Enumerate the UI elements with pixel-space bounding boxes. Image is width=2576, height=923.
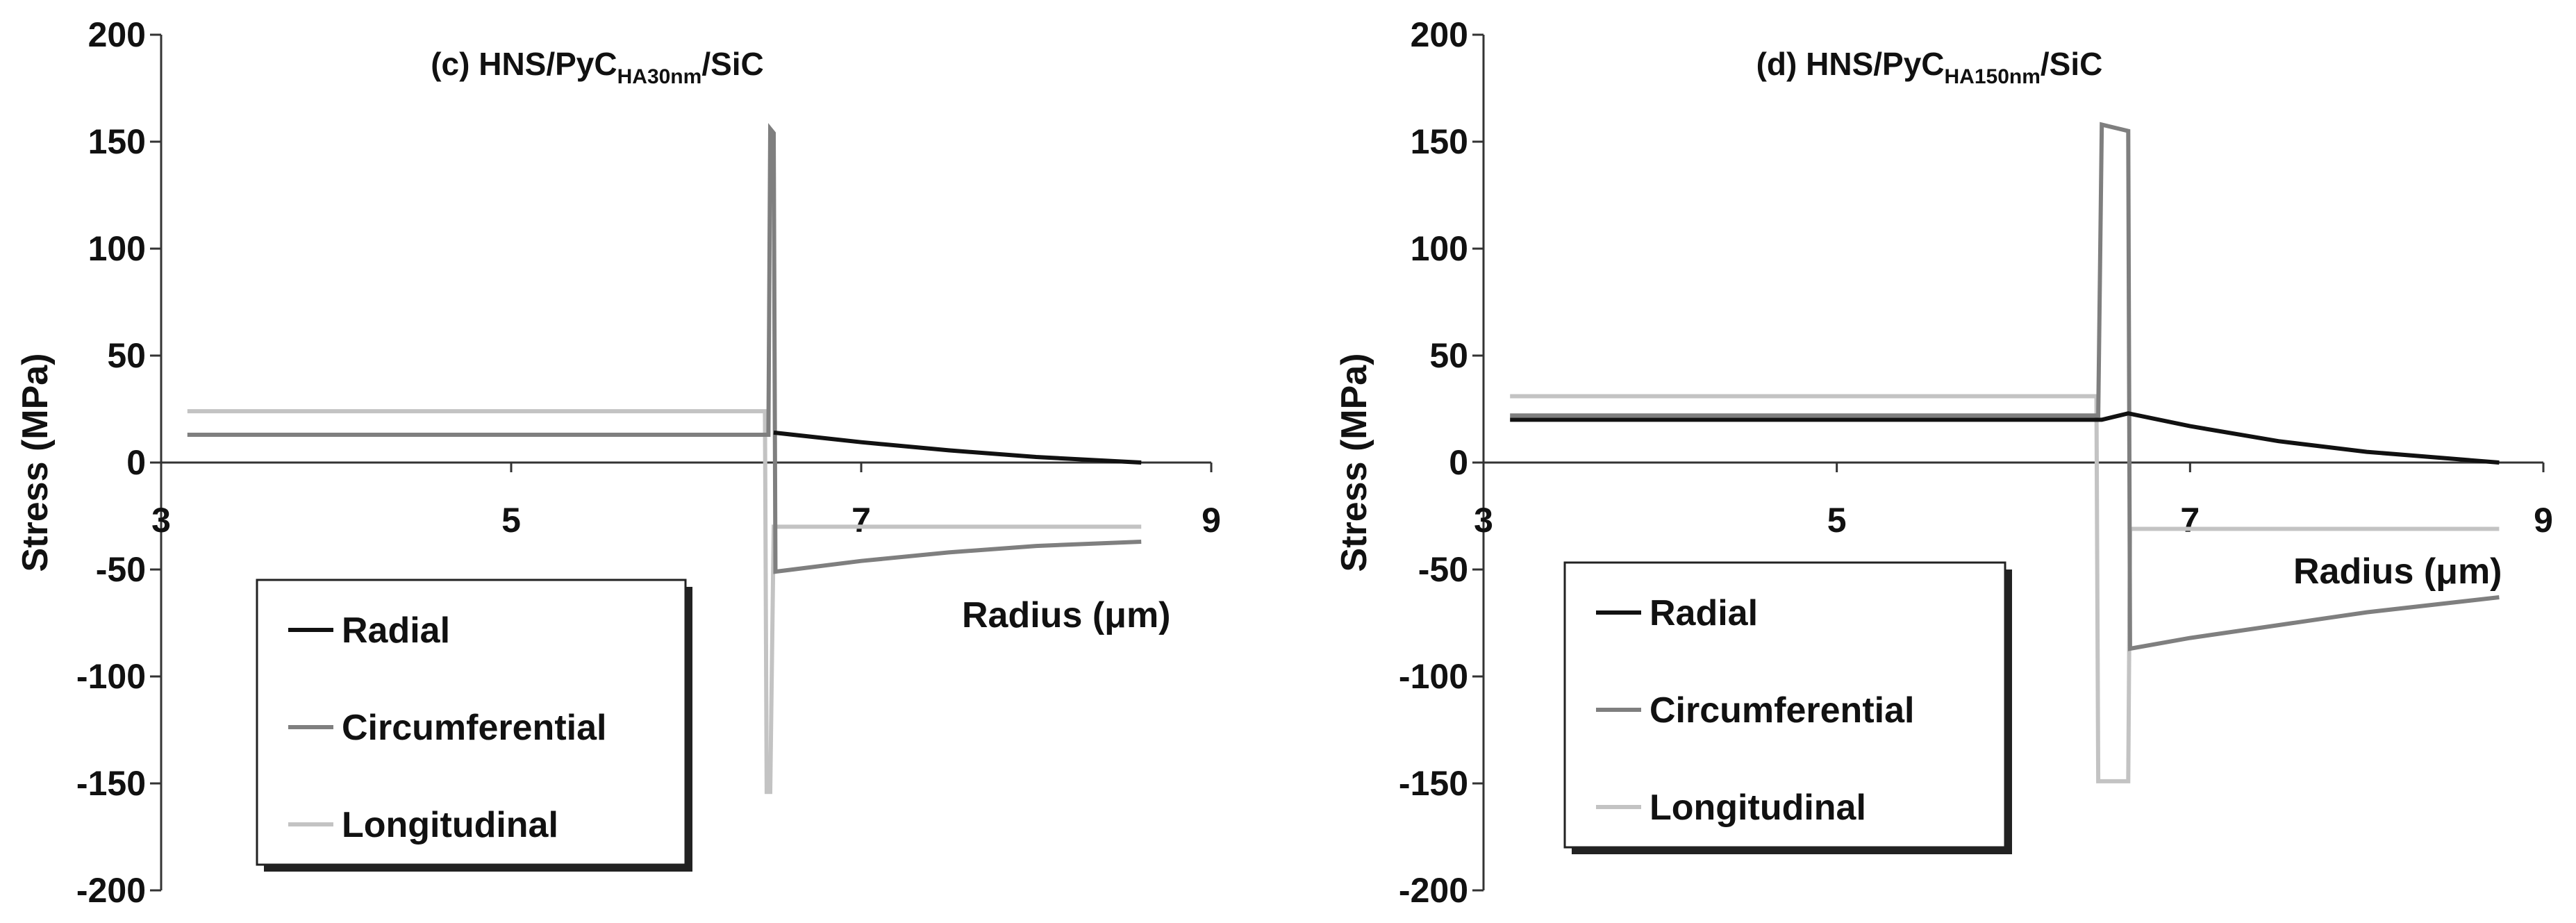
legend-label-circumferential: Circumferential [342,708,606,748]
legend-label-longitudinal: Longitudinal [1650,788,1866,828]
chart-title-main: (c) HNS/PyC [431,46,617,82]
chart-title-suffix: /SiC [701,46,763,82]
y-tick-label: -150 [76,764,146,803]
series-line-longitudinal [1510,394,2500,783]
series-line-radial [773,430,1142,465]
y-tick-label: 150 [88,122,146,161]
x-tick-label: 5 [501,501,521,540]
chart-1: 200 150 100 50 0 -50 -100 -150 -200 3 5 7 9 Stress (M… [1334,15,2553,910]
chart-title: (d) HNS/PyCHA150nm/SiC [1756,46,2103,88]
series-line-circumferential [187,123,1142,574]
y-tick-label: 200 [88,15,146,54]
y-tick-label: -150 [1399,764,1468,803]
series-line-radial [1510,411,2500,465]
legend-box [1563,561,2006,849]
legend-label-radial: Radial [1650,593,1758,633]
x-tick-label: 5 [1827,501,1847,540]
legend: Radial Circumferential Longitudinal [256,579,692,872]
y-tick-label: 0 [126,443,146,482]
y-tick-label: 0 [1449,443,1468,482]
legend-box [256,579,687,866]
series-line-longitudinal [187,409,1142,795]
y-tick-label: -100 [76,657,146,696]
x-tick-label: 7 [2180,501,2200,540]
chart-title-subscript: HA30nm [617,65,702,88]
x-tick-label: 3 [1474,501,1493,540]
legend-label-longitudinal: Longitudinal [342,805,558,845]
y-tick-label: 100 [88,229,146,268]
chart-title-suffix: /SiC [2041,46,2102,82]
chart-title: (c) HNS/PyCHA30nm/SiC [431,46,764,88]
series-line-circumferential [1510,122,2500,651]
x-tick-label: 3 [151,501,171,540]
x-axis-title: Radius (μm) [962,595,1171,635]
y-axis-title: Stress (MPa) [15,354,56,572]
y-tick-label: -200 [76,871,146,910]
x-tick-label: 9 [1202,501,1221,540]
x-axis-title: Radius (μm) [2293,551,2502,592]
y-tick-label: 200 [1411,15,1468,54]
legend: Radial Circumferential Longitudinal [1563,561,2012,854]
y-tick-label: 50 [107,336,146,375]
y-tick-label: 50 [1429,336,1468,375]
y-axis-title: Stress (MPa) [1334,354,1374,572]
chart-title-main: (d) HNS/PyC [1756,46,1945,82]
y-tick-label: 100 [1411,229,1468,268]
chart-0: 200 150 100 50 0 -50 -100 -150 -200 3 5 7 9 Stress (M… [15,15,1221,910]
legend-label-radial: Radial [342,610,450,651]
y-tick-label: -50 [1418,550,1468,589]
x-tick-label: 9 [2534,501,2553,540]
y-tick-label: -100 [1399,657,1468,696]
chart-title-subscript: HA150nm [1945,65,2041,88]
y-tick-label: -200 [1399,871,1468,910]
x-tick-label: 7 [851,501,871,540]
y-tick-label: -50 [96,550,146,589]
legend-label-circumferential: Circumferential [1650,690,1914,731]
y-tick-label: 150 [1411,122,1468,161]
